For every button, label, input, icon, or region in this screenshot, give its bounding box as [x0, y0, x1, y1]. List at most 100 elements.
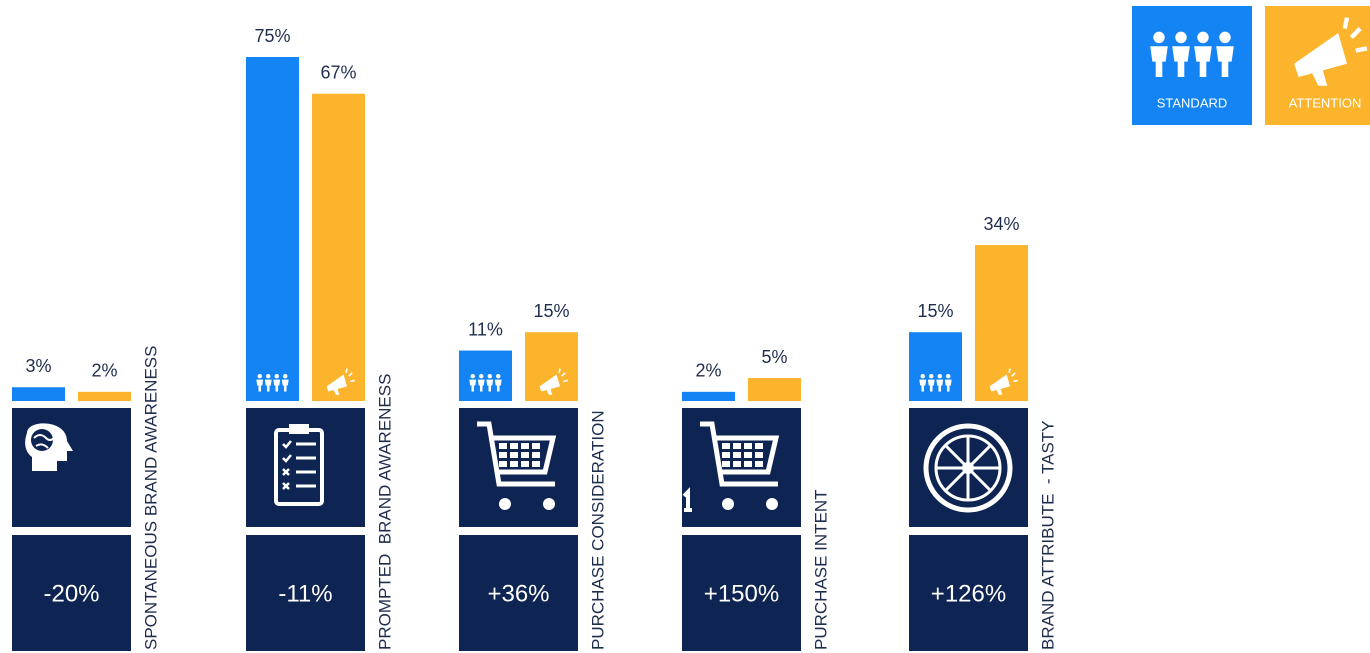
icon-part	[929, 373, 934, 379]
bar	[975, 245, 1028, 401]
cart-grid	[532, 461, 540, 467]
icon-part	[274, 373, 279, 379]
icon-part	[494, 379, 502, 392]
clipboard-clip	[289, 424, 309, 434]
cart-icon	[477, 421, 557, 487]
cart-grid	[722, 443, 730, 449]
category-label: PURCHASE INTENT	[811, 489, 830, 650]
cart-icon	[700, 421, 780, 487]
legend-label: STANDARD	[1157, 95, 1228, 110]
people-icon	[256, 373, 289, 392]
icon-panel	[682, 408, 801, 527]
value-label: 34%	[983, 214, 1019, 234]
megaphone-icon	[989, 368, 1018, 395]
cart-grid	[510, 443, 518, 449]
icon-part	[496, 373, 501, 379]
people-icon	[1150, 31, 1234, 77]
wheel	[722, 498, 734, 510]
legend-label: ATTENTION	[1289, 95, 1362, 110]
cart-grid	[744, 461, 752, 467]
value-label: 2%	[695, 361, 721, 381]
change-panel	[246, 535, 365, 651]
icon-part	[469, 379, 477, 392]
icon-part	[919, 379, 927, 392]
check-mark	[282, 482, 290, 490]
icon-part	[936, 379, 944, 392]
people-icon	[469, 373, 502, 392]
icon-panel	[12, 408, 131, 527]
icon-part	[1008, 368, 1018, 383]
cart-grid	[521, 443, 529, 449]
cart-grid	[499, 443, 507, 449]
icon-part	[944, 379, 952, 392]
value-label: 2%	[91, 361, 117, 381]
bar	[525, 332, 578, 401]
change-label: +150%	[704, 580, 779, 607]
icon-panel	[459, 408, 578, 527]
icon-part	[477, 379, 485, 392]
value-label: 3%	[25, 356, 51, 376]
icon-part	[1216, 46, 1234, 77]
icon-part	[546, 388, 553, 395]
icon-part	[281, 379, 289, 392]
cart-grid	[499, 452, 507, 458]
hub	[962, 462, 974, 474]
bar	[748, 378, 801, 401]
bar	[246, 57, 299, 401]
change-panel	[459, 535, 578, 651]
cart-grid	[744, 452, 752, 458]
icon-part	[1311, 70, 1328, 86]
wheel	[766, 498, 778, 510]
change-panel	[682, 535, 801, 651]
category-label: SPONTANEOUS BRAND AWARENESS	[141, 346, 160, 650]
bar	[459, 350, 512, 401]
value-label: 15%	[533, 301, 569, 321]
change-label: -11%	[278, 580, 332, 607]
cart-grid	[499, 461, 507, 467]
icon-part	[1175, 31, 1187, 44]
icon-part	[486, 379, 494, 392]
bar	[682, 391, 735, 401]
value-label: 11%	[468, 319, 503, 339]
wheel-icon	[923, 423, 1013, 513]
icon-part	[264, 379, 272, 392]
value-label: 15%	[917, 301, 953, 321]
cart-grid	[722, 461, 730, 467]
bar	[312, 93, 365, 402]
cart-grid	[521, 461, 529, 467]
icon-part	[1172, 46, 1190, 77]
cart-grid	[733, 443, 741, 449]
category-label: PURCHASE CONSIDERATION	[588, 410, 607, 650]
category-label: BRAND ATTRIBUTE - TASTY	[1038, 420, 1057, 650]
icon-part	[946, 373, 951, 379]
icon-part	[558, 368, 568, 383]
icon-part	[333, 388, 340, 395]
icon-part	[1150, 46, 1168, 77]
cart-grid	[722, 452, 730, 458]
icon-part	[1342, 17, 1368, 53]
value-label: 5%	[761, 347, 787, 367]
brain-lines	[33, 434, 55, 449]
cart-grid	[744, 443, 752, 449]
change-label: +36%	[487, 580, 549, 607]
megaphone-icon	[326, 368, 355, 395]
icon-part	[273, 379, 281, 392]
change-panel	[12, 535, 131, 651]
cart-grid	[510, 452, 518, 458]
cart-grid	[755, 452, 763, 458]
one-icon	[682, 487, 692, 512]
wheel	[499, 498, 511, 510]
icon-part	[937, 373, 942, 379]
check-mark	[282, 454, 292, 463]
icon-part	[326, 374, 347, 392]
value-label: 67%	[320, 62, 356, 82]
icon-part	[345, 368, 355, 383]
icon-part	[470, 373, 475, 379]
check-mark	[282, 440, 292, 449]
cart-grid	[755, 461, 763, 467]
list-line	[296, 456, 316, 460]
change-label: +126%	[931, 580, 1006, 607]
icon-part	[1197, 31, 1209, 44]
icon-part	[996, 388, 1003, 395]
icon-part	[283, 373, 288, 379]
